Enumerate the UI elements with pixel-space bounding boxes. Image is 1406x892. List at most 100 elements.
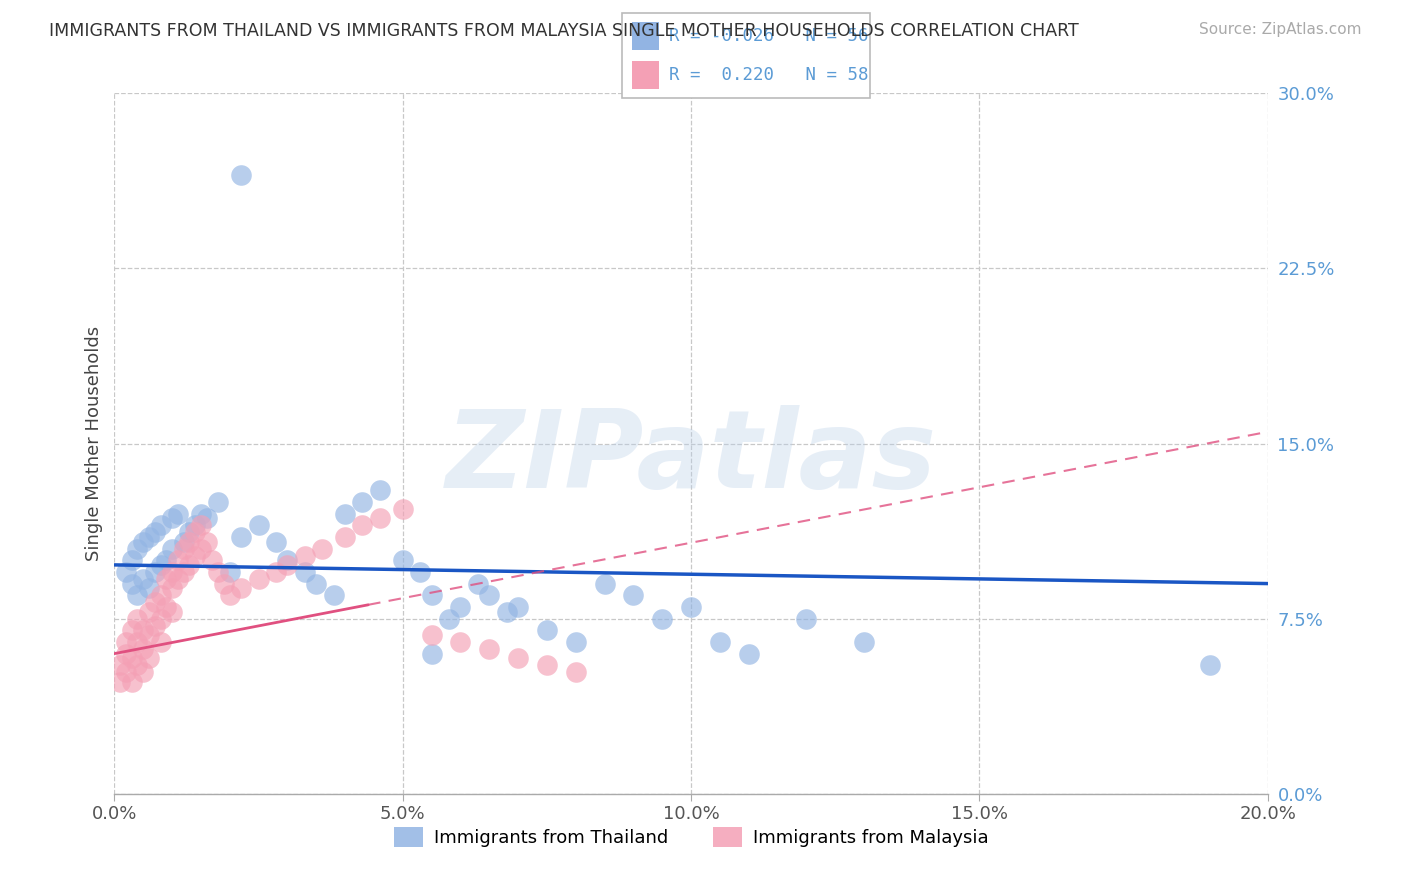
Point [115,565,138,579]
Point [149,611,172,625]
Point [352,518,374,533]
Point [195,534,218,549]
Text: R = -0.026   N = 56: R = -0.026 N = 56 [669,28,869,45]
Point [853,635,876,649]
Point [247,518,270,533]
Point [536,658,558,673]
Point [155,599,177,614]
Point [449,635,471,649]
Point [121,553,143,567]
Point [155,553,177,567]
Point [179,558,201,572]
Point [160,581,183,595]
Point [143,525,166,540]
Point [190,541,212,556]
Point [212,576,235,591]
Point [391,501,413,516]
Point [108,658,131,673]
Point [115,635,138,649]
Point [132,572,155,586]
Point [709,635,731,649]
Point [322,588,344,602]
Point [651,611,673,625]
Point [218,588,240,602]
Point [218,565,240,579]
Point [333,507,356,521]
Point [115,647,138,661]
Point [352,495,374,509]
Point [420,588,443,602]
Point [264,534,287,549]
Text: Source: ZipAtlas.com: Source: ZipAtlas.com [1198,22,1361,37]
Point [564,665,586,680]
Point [138,605,160,619]
Point [190,507,212,521]
Point [132,534,155,549]
Point [195,511,218,525]
Point [478,642,501,657]
Point [231,581,253,595]
Point [143,595,166,609]
Point [621,588,644,602]
Point [467,576,489,591]
Point [127,635,149,649]
Point [108,674,131,689]
Point [179,534,201,549]
Point [506,651,529,665]
Point [478,588,501,602]
Point [121,674,143,689]
Point [127,611,149,625]
Legend: Immigrants from Thailand, Immigrants from Malaysia: Immigrants from Thailand, Immigrants fro… [387,820,995,855]
Point [143,565,166,579]
FancyBboxPatch shape [621,13,870,98]
Point [149,588,172,602]
Point [173,541,195,556]
Bar [631,61,659,89]
Point [420,647,443,661]
Point [738,647,761,661]
Point [138,581,160,595]
Point [190,518,212,533]
Point [368,483,391,498]
Point [231,168,253,182]
Point [127,541,149,556]
Point [132,642,155,657]
Point [231,530,253,544]
Point [179,525,201,540]
Point [495,605,517,619]
Point [207,565,229,579]
Point [127,658,149,673]
Point [294,565,316,579]
Y-axis label: Single Mother Households: Single Mother Households [86,326,103,561]
Point [247,572,270,586]
Point [207,495,229,509]
Point [149,635,172,649]
Point [143,618,166,632]
Text: IMMIGRANTS FROM THAILAND VS IMMIGRANTS FROM MALAYSIA SINGLE MOTHER HOUSEHOLDS CO: IMMIGRANTS FROM THAILAND VS IMMIGRANTS F… [49,22,1078,40]
Point [184,525,207,540]
Point [160,605,183,619]
Point [420,628,443,642]
Point [132,624,155,638]
Point [184,518,207,533]
Point [449,599,471,614]
Point [121,624,143,638]
Point [121,651,143,665]
Point [536,624,558,638]
Point [593,576,616,591]
Point [138,530,160,544]
Text: R =  0.220   N = 58: R = 0.220 N = 58 [669,66,869,85]
Point [138,628,160,642]
Point [679,599,702,614]
Point [155,572,177,586]
Point [201,553,224,567]
Point [173,565,195,579]
Point [564,635,586,649]
Point [149,558,172,572]
Point [121,576,143,591]
Point [409,565,432,579]
Point [368,511,391,525]
Point [311,541,333,556]
Point [160,541,183,556]
Point [264,565,287,579]
